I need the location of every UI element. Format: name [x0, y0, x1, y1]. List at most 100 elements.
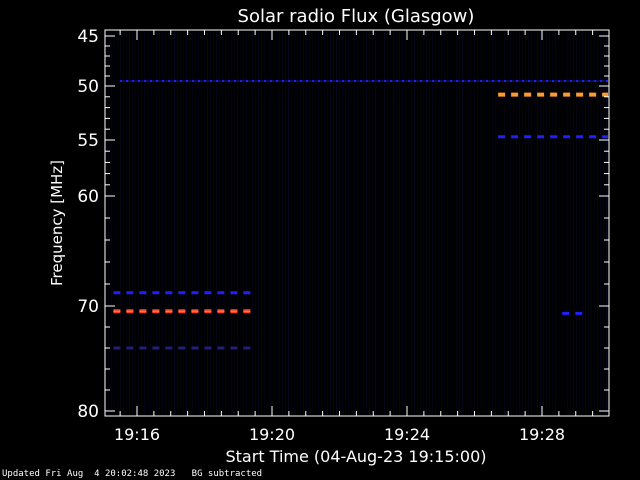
noise-streak	[333, 32, 334, 414]
noise-streak	[570, 32, 571, 414]
y-tick-label: 60	[77, 187, 99, 207]
noise-streak	[429, 32, 430, 414]
noise-streak	[372, 32, 373, 414]
noise-streak	[591, 32, 592, 414]
noise-streak	[567, 32, 568, 414]
noise-streak	[309, 32, 310, 414]
noise-streak	[396, 32, 397, 414]
noise-streak	[525, 32, 526, 414]
noise-streak	[243, 32, 244, 414]
noise-streak	[219, 32, 220, 414]
noise-streak	[261, 32, 262, 414]
noise-streak	[390, 32, 391, 414]
noise-streak	[555, 32, 556, 414]
bg-subtracted-note: BG subtracted	[191, 469, 263, 479]
noise-streak	[573, 32, 574, 414]
noise-streak	[162, 32, 163, 414]
noise-streak	[561, 32, 562, 414]
noise-streak	[348, 32, 349, 414]
noise-streak	[180, 32, 181, 414]
noise-streak	[207, 32, 208, 414]
noise-streak	[249, 32, 250, 414]
noise-streak	[345, 32, 346, 414]
updated-text: Updated Fri Aug 4 20:02:48 2023	[2, 469, 176, 479]
noise-streak	[264, 32, 265, 414]
x-tick-label: 19:24	[384, 425, 430, 444]
y-tick-label: 80	[77, 402, 99, 422]
noise-streak	[156, 32, 157, 414]
noise-streak	[165, 32, 166, 414]
noise-streak	[402, 32, 403, 414]
noise-streak	[582, 32, 583, 414]
noise-streak	[201, 32, 202, 414]
noise-streak	[138, 32, 139, 414]
noise-streak	[153, 32, 154, 414]
noise-streak	[606, 32, 607, 414]
noise-streak	[564, 32, 565, 414]
noise-streak	[369, 32, 370, 414]
noise-streak	[237, 32, 238, 414]
noise-streak	[357, 32, 358, 414]
features-layer	[113, 80, 608, 350]
y-tick-label: 50	[77, 77, 99, 97]
noise-streak	[378, 32, 379, 414]
noise-streak	[414, 32, 415, 414]
noise-streak	[126, 32, 127, 414]
noise-streak	[303, 32, 304, 414]
noise-streak	[384, 32, 385, 414]
noise-streak	[438, 32, 439, 414]
noise-streak	[516, 32, 517, 414]
noise-streak	[318, 32, 319, 414]
noise-streak	[210, 32, 211, 414]
noise-streak	[603, 32, 604, 414]
noise-streak	[399, 32, 400, 414]
noise-layer	[108, 32, 607, 414]
noise-streak	[462, 32, 463, 414]
noise-streak	[597, 32, 598, 414]
noise-streak	[456, 32, 457, 414]
plot-frame	[104, 29, 610, 417]
noise-streak	[198, 32, 199, 414]
noise-streak	[483, 32, 484, 414]
noise-streak	[132, 32, 133, 414]
noise-streak	[363, 32, 364, 414]
noise-streak	[108, 32, 109, 414]
footer: Updated Fri Aug 4 20:02:48 2023 BG subtr…	[2, 469, 262, 479]
noise-streak	[294, 32, 295, 414]
noise-streak	[324, 32, 325, 414]
noise-streak	[291, 32, 292, 414]
chart-title: Solar radio Flux (Glasgow)	[238, 6, 475, 27]
noise-streak	[366, 32, 367, 414]
noise-streak	[453, 32, 454, 414]
noise-streak	[300, 32, 301, 414]
y-axis-label: Frequency [MHz]	[48, 160, 66, 286]
noise-streak	[495, 32, 496, 414]
noise-streak	[150, 32, 151, 414]
noise-streak	[306, 32, 307, 414]
noise-streak	[141, 32, 142, 414]
noise-streak	[177, 32, 178, 414]
noise-streak	[474, 32, 475, 414]
noise-streak	[546, 32, 547, 414]
noise-streak	[216, 32, 217, 414]
noise-streak	[549, 32, 550, 414]
noise-streak	[267, 32, 268, 414]
noise-streak	[195, 32, 196, 414]
noise-streak	[159, 32, 160, 414]
y-tick-label: 55	[77, 131, 99, 151]
noise-streak	[507, 32, 508, 414]
noise-streak	[423, 32, 424, 414]
x-tick-label: 19:20	[249, 425, 295, 444]
noise-streak	[477, 32, 478, 414]
noise-streak	[393, 32, 394, 414]
noise-streak	[510, 32, 511, 414]
noise-streak	[189, 32, 190, 414]
noise-streak	[123, 32, 124, 414]
noise-streak	[315, 32, 316, 414]
noise-streak	[144, 32, 145, 414]
noise-streak	[312, 32, 313, 414]
x-axis: 19:16 19:20 19:24 19:28	[114, 30, 594, 444]
noise-streak	[420, 32, 421, 414]
noise-streak	[441, 32, 442, 414]
noise-streak	[540, 32, 541, 414]
